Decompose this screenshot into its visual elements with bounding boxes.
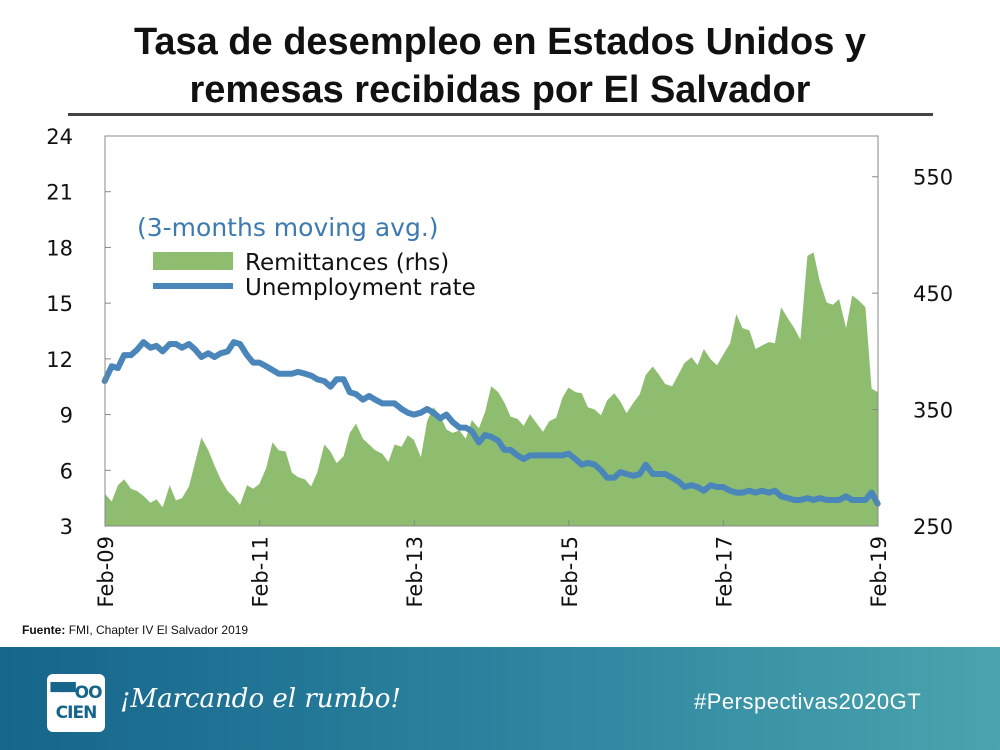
left-tick-label: 3: [60, 515, 73, 539]
legend-remittances-swatch: [153, 252, 233, 270]
unemployment-line: [101, 339, 881, 507]
source-text: FMI, Chapter IV El Salvador 2019: [68, 623, 249, 637]
source-label: Fuente:: [22, 623, 66, 637]
source-note: Fuente: FMI, Chapter IV El Salvador 2019: [22, 623, 248, 637]
chart-container: 3 6 9 12 15 18 21 24 250 350 450 550 Feb-09 Feb-11 F…: [25, 125, 1000, 618]
right-tick-label: 550: [913, 166, 953, 190]
x-tick-label: Feb-11: [249, 536, 273, 607]
plot-frame: [104, 135, 879, 527]
footer-banner: [0, 647, 1000, 750]
remittances-area: [104, 252, 878, 526]
right-tick-label: 250: [913, 515, 953, 539]
legend-remittances-label: Remittances (rhs): [245, 250, 449, 276]
left-axis-ticks: 3 6 9 12 15 18 21 24: [46, 125, 111, 539]
left-tick-label: 6: [60, 459, 73, 483]
footer-hashtag: #Perspectivas2020GT: [694, 689, 922, 714]
x-tick-label: Feb-13: [403, 536, 427, 607]
logo-top-text: ▀▀OO: [50, 683, 102, 703]
right-tick-label: 450: [913, 282, 953, 306]
x-tick-label: Feb-19: [867, 536, 891, 607]
x-tick-label: Feb-17: [712, 536, 736, 607]
cien-logo: ▀▀OO CIEN: [47, 674, 105, 732]
x-tick-label: Feb-09: [94, 536, 118, 607]
right-axis-ticks: 250 350 450 550: [872, 166, 953, 539]
title-line-2: remesas recibidas por El Salvador: [189, 69, 811, 111]
x-axis-ticks: Feb-09 Feb-11 Feb-13 Feb-15 Feb-17 Feb-19: [94, 520, 891, 607]
left-tick-label: 24: [46, 128, 73, 149]
logo-bottom-text: CIEN: [55, 703, 98, 723]
left-tick-label: 18: [46, 236, 73, 260]
title-line-1: Tasa de desempleo en Estados Unidos y: [133, 21, 867, 63]
chart-annotation: (3-months moving avg.): [137, 213, 439, 242]
unemployment-line-layer: [101, 339, 881, 507]
title-underline: [68, 113, 933, 116]
right-tick-label: 350: [913, 399, 953, 423]
footer-slogan: ¡Marcando el rumbo!: [120, 684, 401, 714]
left-tick-label: 9: [60, 404, 73, 428]
left-tick-label: 21: [46, 181, 73, 205]
slide-title: Tasa de desempleo en Estados Unidos y re…: [0, 18, 1000, 114]
left-tick-label: 15: [46, 292, 73, 316]
x-tick-label: Feb-15: [558, 536, 582, 607]
left-tick-label: 12: [46, 348, 73, 372]
legend: Remittances (rhs) Unemployment rate: [153, 250, 476, 301]
remittances-area-layer: [104, 252, 878, 526]
legend-unemployment-label: Unemployment rate: [245, 275, 476, 301]
